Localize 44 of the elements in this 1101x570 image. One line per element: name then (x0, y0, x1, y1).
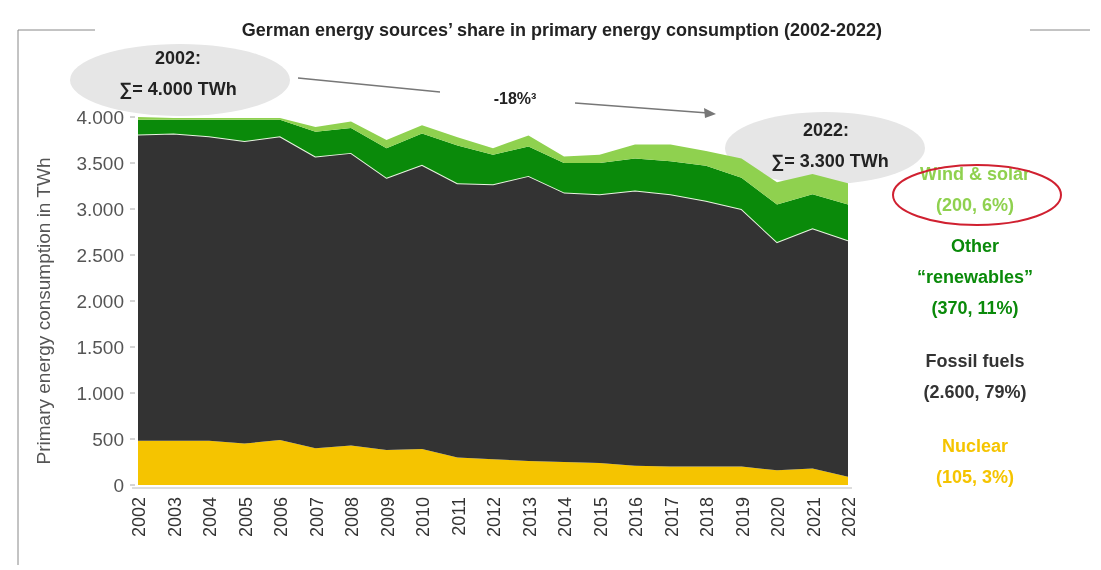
annotation: ∑= 3.300 TWh (771, 151, 889, 171)
y-tick-label: 2.500 (76, 245, 124, 266)
text: Fossil fuels (925, 351, 1025, 371)
text: -18%³ (493, 90, 537, 107)
x-tick-label: 2017 (661, 497, 682, 538)
text: (200, 6%) (935, 195, 1015, 215)
y-tick-label: 3.000 (76, 199, 124, 220)
x-tick-label: 2011 (448, 497, 469, 536)
x-tick-label: 2007 (306, 497, 327, 538)
x-tick-label: 2015 (590, 497, 611, 538)
y-tick-label: 1.000 (76, 383, 124, 404)
y-tick-label: 3.500 (76, 153, 124, 174)
x-tick-label: 2020 (768, 497, 788, 538)
x-tick-label: 2003 (164, 497, 185, 538)
y-axis-title: Primary energy consumption in TWh (33, 157, 54, 465)
annotation: 2022: (802, 120, 850, 140)
x-tick-label: 2012 (484, 497, 504, 538)
x-tick-label: 2010 (413, 497, 433, 538)
text: (2.600, 79%) (923, 382, 1027, 402)
x-tick-label: 2004 (200, 497, 220, 538)
text: ∑= 4.000 TWh (119, 79, 237, 99)
x-tick-label: 2002 (129, 497, 149, 538)
text: (105, 3%) (935, 467, 1015, 487)
x-tick-label: 2018 (697, 497, 717, 538)
y-tick-label: 500 (92, 429, 124, 450)
x-tick-label: 2019 (732, 497, 753, 538)
x-tick-label: 2009 (377, 497, 398, 538)
text: (370, 11%) (931, 298, 1019, 318)
x-tick-label: 2006 (271, 497, 291, 538)
y-tick-label: 0 (113, 475, 124, 496)
y-tick-label: 1.500 (76, 337, 124, 358)
x-tick-label: 2016 (626, 497, 646, 538)
chart-title: German energy sources’ share in primary energy consumption (2002-2022) (241, 20, 883, 40)
y-tick-label: 4.000 (76, 107, 124, 128)
text: 2002: (154, 48, 202, 68)
x-tick-label: 2021 (803, 497, 824, 538)
x-tick-label: 2013 (519, 497, 540, 538)
x-tick-label: 2014 (555, 497, 575, 538)
x-tick-label: 2022 (839, 497, 859, 538)
x-tick-label: 2008 (342, 497, 362, 538)
x-tick-label: 2005 (235, 497, 256, 538)
text: Other “renewables” (916, 236, 1034, 287)
y-tick-label: 2.000 (76, 291, 124, 312)
text: Nuclear (941, 436, 1009, 456)
